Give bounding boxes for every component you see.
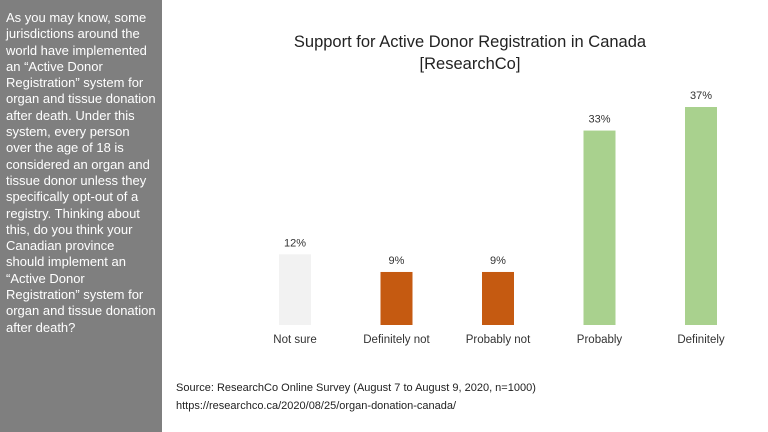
bar-probably-not bbox=[482, 271, 514, 325]
survey-question: As you may know, some jurisdictions arou… bbox=[6, 10, 156, 335]
chart-title-main: Support for Active Donor Registration in… bbox=[293, 33, 647, 51]
side-panel: As you may know, some jurisdictions arou… bbox=[0, 0, 162, 432]
category-label-not-sure: Not sure bbox=[273, 334, 316, 346]
data-label-probably: 33% bbox=[588, 114, 610, 126]
source-line: Source: ResearchCo Online Survey (August… bbox=[176, 382, 536, 394]
bar-definitely bbox=[685, 107, 717, 325]
category-label-probably-not: Probably not bbox=[466, 334, 531, 346]
bar-definitely-not bbox=[380, 271, 413, 325]
data-label-definitely-not: 9% bbox=[389, 255, 405, 267]
data-label-definitely: 37% bbox=[690, 90, 712, 102]
chart-title: Support for Active Donor Registration in… bbox=[240, 31, 700, 75]
category-label-probably: Probably bbox=[577, 334, 623, 346]
data-label-not-sure: 12% bbox=[284, 237, 306, 249]
source-url: https://researchco.ca/2020/08/25/organ-d… bbox=[176, 400, 457, 412]
data-label-probably-not: 9% bbox=[490, 255, 506, 267]
chart-subtitle: [ResearchCo] bbox=[419, 55, 521, 73]
bar-probably bbox=[583, 130, 616, 325]
category-label-definitely: Definitely bbox=[677, 334, 725, 346]
category-label-definitely-not: Definitely not bbox=[363, 334, 430, 346]
bar-not-sure bbox=[279, 254, 311, 325]
source-note: Source: ResearchCo Online Survey (August… bbox=[176, 379, 756, 415]
